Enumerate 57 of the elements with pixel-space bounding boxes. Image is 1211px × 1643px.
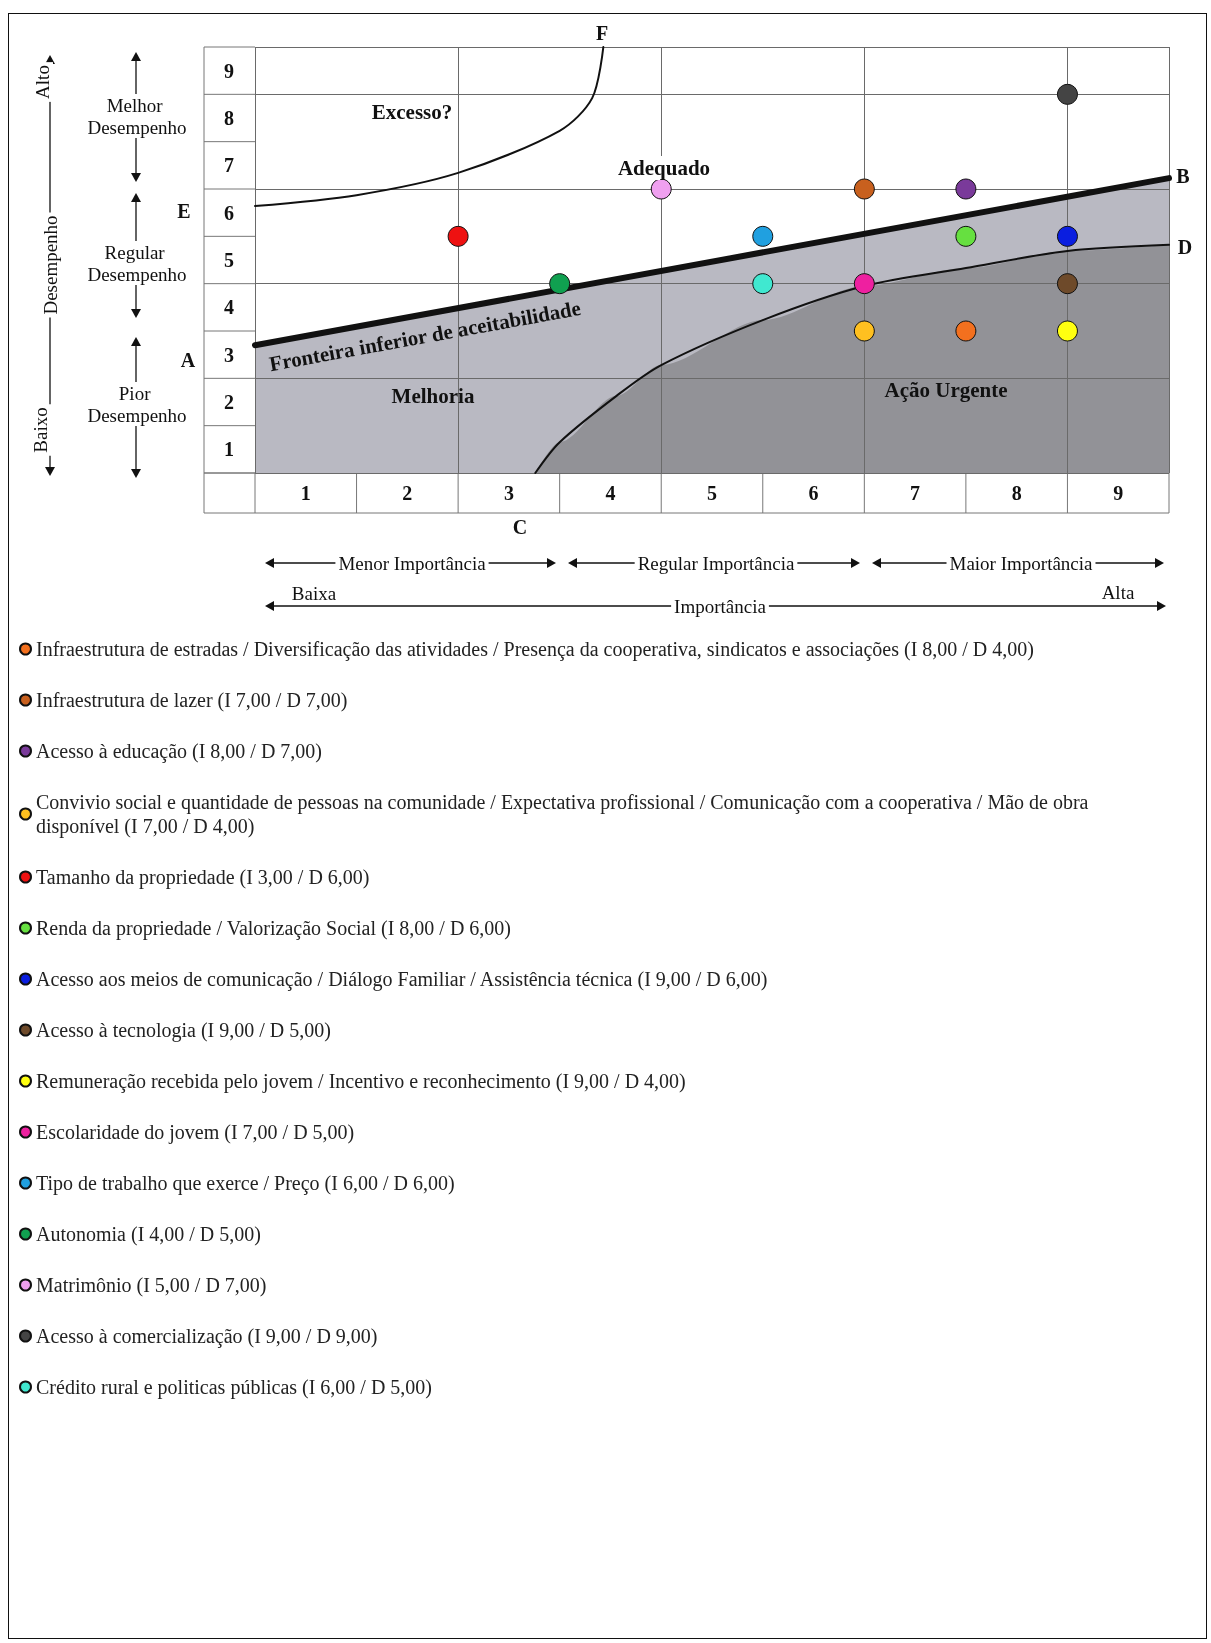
text: Desempenho bbox=[39, 215, 61, 315]
x-tick-label: 6 bbox=[808, 482, 819, 504]
text: D bbox=[1177, 236, 1193, 258]
y-tick-label: 7 bbox=[224, 154, 234, 177]
annotation: Adequado bbox=[617, 156, 711, 180]
text: Menor Importância bbox=[338, 552, 487, 574]
legend-label: Remuneração recebida pelo jovem / Incentivo e reconhecimento (I 9,00 / D 4,00) bbox=[36, 1070, 686, 1093]
legend-label: Convivio social e quantidade de pessoas na comunidade / Expectativa profissional / Comunicação com a cooperativa / Mão de obra disponível (I 7,00 / D 4,00) bbox=[36, 791, 1094, 838]
text: C bbox=[512, 516, 528, 538]
legend-label: Tamanho da propriedade (I 3,00 / D 6,00) bbox=[36, 866, 370, 889]
legend-label: Acesso à comercialização (I 9,00 / D 9,00) bbox=[36, 1325, 378, 1348]
text: Regular Desempenho bbox=[87, 241, 187, 285]
legend-label: Escolaridade do jovem (I 7,00 / D 5,00) bbox=[36, 1121, 355, 1144]
annotation: Excesso? bbox=[371, 100, 453, 124]
text: Alto bbox=[31, 65, 53, 99]
x-tick-label: 4 bbox=[605, 482, 616, 504]
text: Baixo bbox=[29, 407, 51, 453]
y-tick-label: 8 bbox=[224, 107, 234, 129]
x-tick-label: 9 bbox=[1113, 482, 1124, 504]
text: Baixa bbox=[291, 582, 337, 604]
text: Melhor bbox=[106, 94, 163, 116]
legend-label: Acesso à tecnologia (I 9,00 / D 5,00) bbox=[36, 1019, 331, 1042]
x-tick-label: 5 bbox=[707, 482, 717, 504]
x-axis-title: Importância bbox=[674, 595, 767, 617]
legend-label: Renda da propriedade / Valorização Social (I 8,00 / D 6,00) bbox=[36, 917, 512, 940]
x-tick-label: 1 bbox=[300, 482, 311, 504]
y-tick-label: 9 bbox=[224, 59, 234, 82]
x-tick-label: 8 bbox=[1011, 482, 1022, 504]
text: B bbox=[1176, 165, 1190, 187]
text: E bbox=[177, 200, 191, 222]
text: Regular Importância bbox=[637, 552, 795, 574]
legend-label: Crédito rural e politicas públicas (I 6,00 / D 5,00) bbox=[36, 1376, 433, 1399]
y-tick-label: 6 bbox=[224, 201, 234, 224]
x-tick-label: 3 bbox=[503, 482, 514, 504]
legend-label: Autonomia (I 4,00 / D 5,00) bbox=[36, 1223, 261, 1246]
legend-label: Matrimônio (I 5,00 / D 7,00) bbox=[36, 1274, 267, 1297]
y-axis-title: Desempenho bbox=[87, 116, 187, 138]
text: A bbox=[180, 349, 196, 371]
text: Pior Desempenho bbox=[87, 382, 187, 426]
x-tick-label: 7 bbox=[910, 482, 921, 504]
annotation: Melhoria bbox=[391, 384, 475, 408]
annotation: Ação Urgente bbox=[884, 378, 1008, 402]
y-tick-label: 3 bbox=[224, 343, 234, 366]
legend-label: Acesso aos meios de comunicação / Diálogo Familiar / Assistência técnica (I 9,00 / D 6,00) bbox=[36, 968, 768, 991]
legend-label: Tipo de trabalho que exerce / Preço (I 6,00 / D 6,00) bbox=[36, 1172, 455, 1195]
text: Maior Importância bbox=[949, 552, 1094, 574]
y-tick-label: 5 bbox=[224, 249, 234, 271]
x-tick-label: 2 bbox=[402, 482, 413, 504]
annotation: Fronteira inferior de aceitabilidade bbox=[267, 295, 583, 377]
legend-label: Infraestrutura de lazer (I 7,00 / D 7,00) bbox=[36, 689, 348, 712]
text: F bbox=[595, 22, 609, 44]
text: Alta bbox=[1101, 581, 1135, 603]
legend-label: Infraestrutura de estradas / Diversificação das atividades / Presença da cooperativa, sindicatos e associações (I 8,00 / D 4,00) bbox=[36, 638, 1034, 661]
y-tick-label: 1 bbox=[224, 438, 234, 461]
y-tick-label: 2 bbox=[224, 391, 234, 413]
legend-label: Acesso à educação (I 8,00 / D 7,00) bbox=[36, 740, 323, 763]
y-tick-label: 4 bbox=[224, 296, 234, 319]
